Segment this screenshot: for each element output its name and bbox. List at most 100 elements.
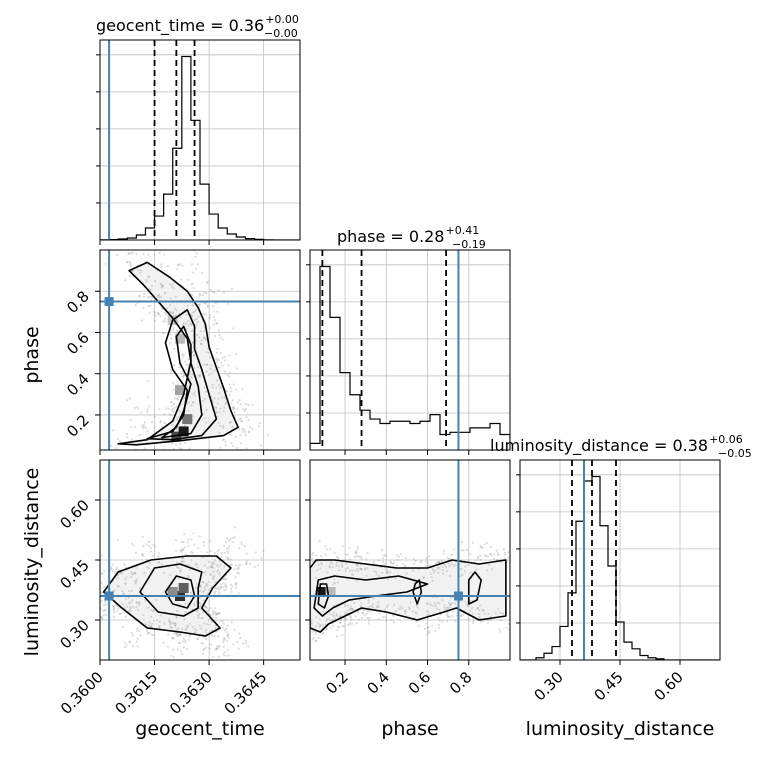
sample-point — [78, 595, 80, 597]
sample-point — [477, 613, 480, 616]
sample-point — [355, 563, 359, 566]
sample-point — [176, 330, 180, 333]
sample-point — [191, 294, 194, 297]
sample-point — [234, 564, 237, 567]
sample-point — [203, 330, 206, 333]
sample-point — [447, 614, 450, 617]
sample-point — [112, 606, 115, 609]
sample-point — [430, 576, 433, 579]
sample-point — [344, 553, 348, 556]
sample-point — [150, 284, 154, 287]
sample-point — [226, 634, 229, 638]
sample-point — [128, 274, 131, 278]
sample-point — [183, 424, 187, 427]
sample-point — [200, 627, 203, 630]
sample-point — [159, 419, 162, 423]
sample-point — [185, 627, 188, 630]
sample-point — [222, 582, 225, 585]
sample-point — [210, 561, 213, 565]
sample-point — [307, 631, 309, 633]
sample-point — [385, 571, 388, 574]
sample-point — [102, 570, 106, 573]
sample-point — [90, 587, 92, 589]
sample-point — [416, 606, 419, 609]
sample-point — [373, 570, 376, 573]
sample-point — [157, 561, 160, 564]
sample-point — [437, 561, 440, 564]
sample-point — [351, 607, 354, 611]
sample-point — [225, 578, 228, 581]
sample-point — [271, 543, 273, 545]
sample-point — [191, 392, 194, 395]
sample-point — [214, 611, 217, 615]
sample-point — [163, 413, 166, 416]
sample-point — [109, 444, 113, 448]
sample-point — [441, 599, 444, 602]
sample-point — [137, 478, 139, 480]
sample-point — [182, 374, 185, 377]
sample-point — [192, 271, 195, 274]
sample-point — [215, 411, 218, 415]
sample-point — [396, 554, 399, 557]
sample-point — [145, 280, 148, 283]
sample-point — [367, 601, 370, 604]
sample-point — [392, 603, 396, 606]
sample-point — [341, 633, 344, 636]
sample-point — [199, 602, 202, 605]
sample-point — [195, 583, 199, 586]
sample-point — [205, 551, 209, 554]
sample-point — [513, 550, 515, 552]
sample-point — [100, 582, 103, 585]
sample-point — [102, 614, 105, 617]
sample-point — [215, 406, 218, 410]
sample-point — [331, 618, 334, 622]
sample-point — [103, 604, 106, 607]
sample-point — [184, 641, 187, 644]
sample-point — [392, 621, 396, 624]
sample-point — [235, 388, 238, 391]
sample-point — [480, 546, 483, 549]
sample-point — [404, 612, 407, 615]
sample-point — [432, 571, 436, 574]
sample-point — [96, 613, 98, 615]
sample-point — [149, 615, 153, 618]
sample-point — [232, 541, 235, 544]
sample-point — [417, 624, 420, 627]
x-tick-label: 0.60 — [650, 668, 686, 704]
sample-point — [146, 632, 149, 635]
sample-point — [227, 637, 230, 640]
sample-point — [141, 425, 144, 428]
sample-point — [384, 554, 387, 557]
sample-point — [325, 548, 328, 551]
sample-point — [187, 545, 190, 548]
sample-point — [196, 320, 200, 323]
sample-point — [177, 627, 180, 630]
sample-point — [115, 568, 118, 571]
sample-point — [230, 590, 233, 593]
x-tick-label: 0.3600 — [57, 668, 107, 718]
sample-point — [129, 418, 133, 422]
sample-point — [96, 561, 98, 563]
sample-point — [152, 310, 155, 314]
sample-point — [158, 408, 161, 411]
sample-point — [138, 295, 141, 298]
sample-point — [239, 417, 243, 420]
sample-point — [190, 313, 193, 317]
sample-point — [486, 555, 490, 558]
sample-point — [147, 544, 150, 548]
sample-point — [147, 296, 150, 299]
sample-point — [148, 405, 151, 408]
sample-point — [215, 386, 218, 389]
sample-point — [114, 446, 117, 450]
sample-point — [244, 431, 247, 434]
sample-point — [103, 609, 106, 612]
sample-point — [187, 575, 190, 579]
sample-point — [104, 262, 107, 266]
sample-point — [144, 426, 147, 430]
sample-point — [191, 350, 195, 353]
sample-point — [199, 589, 202, 592]
sample-point — [223, 370, 226, 373]
sample-point — [225, 547, 228, 550]
sample-point — [195, 566, 199, 569]
sample-point — [437, 566, 440, 569]
